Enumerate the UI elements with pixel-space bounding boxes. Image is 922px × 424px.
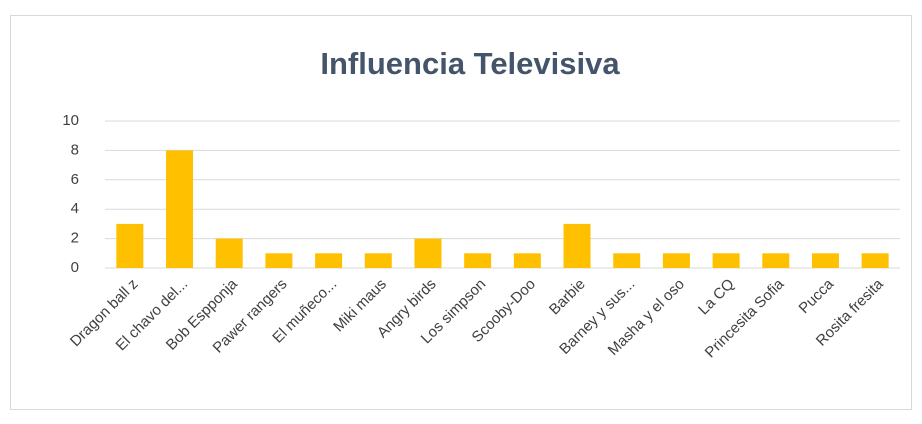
chart-title: Influencia Televisiva (320, 46, 620, 81)
y-tick-label: 8 (71, 141, 79, 158)
bar (315, 253, 343, 268)
y-tick-label: 4 (71, 200, 79, 217)
y-tick-label: 2 (71, 230, 79, 247)
bar (712, 253, 740, 268)
bar (265, 253, 293, 268)
y-tick-label: 6 (71, 171, 79, 188)
bar (215, 238, 243, 268)
bar (464, 253, 492, 268)
bar (166, 150, 194, 268)
chart-border (10, 15, 912, 410)
bar (662, 253, 690, 268)
bar (811, 253, 839, 268)
bar (414, 238, 442, 268)
bar (762, 253, 790, 268)
bar (563, 223, 591, 268)
bar (364, 253, 392, 268)
y-tick-label: 0 (71, 259, 79, 276)
bar (116, 223, 144, 268)
y-tick-label: 10 (62, 112, 79, 129)
bar (513, 253, 541, 268)
bar (613, 253, 641, 268)
bar (861, 253, 889, 268)
